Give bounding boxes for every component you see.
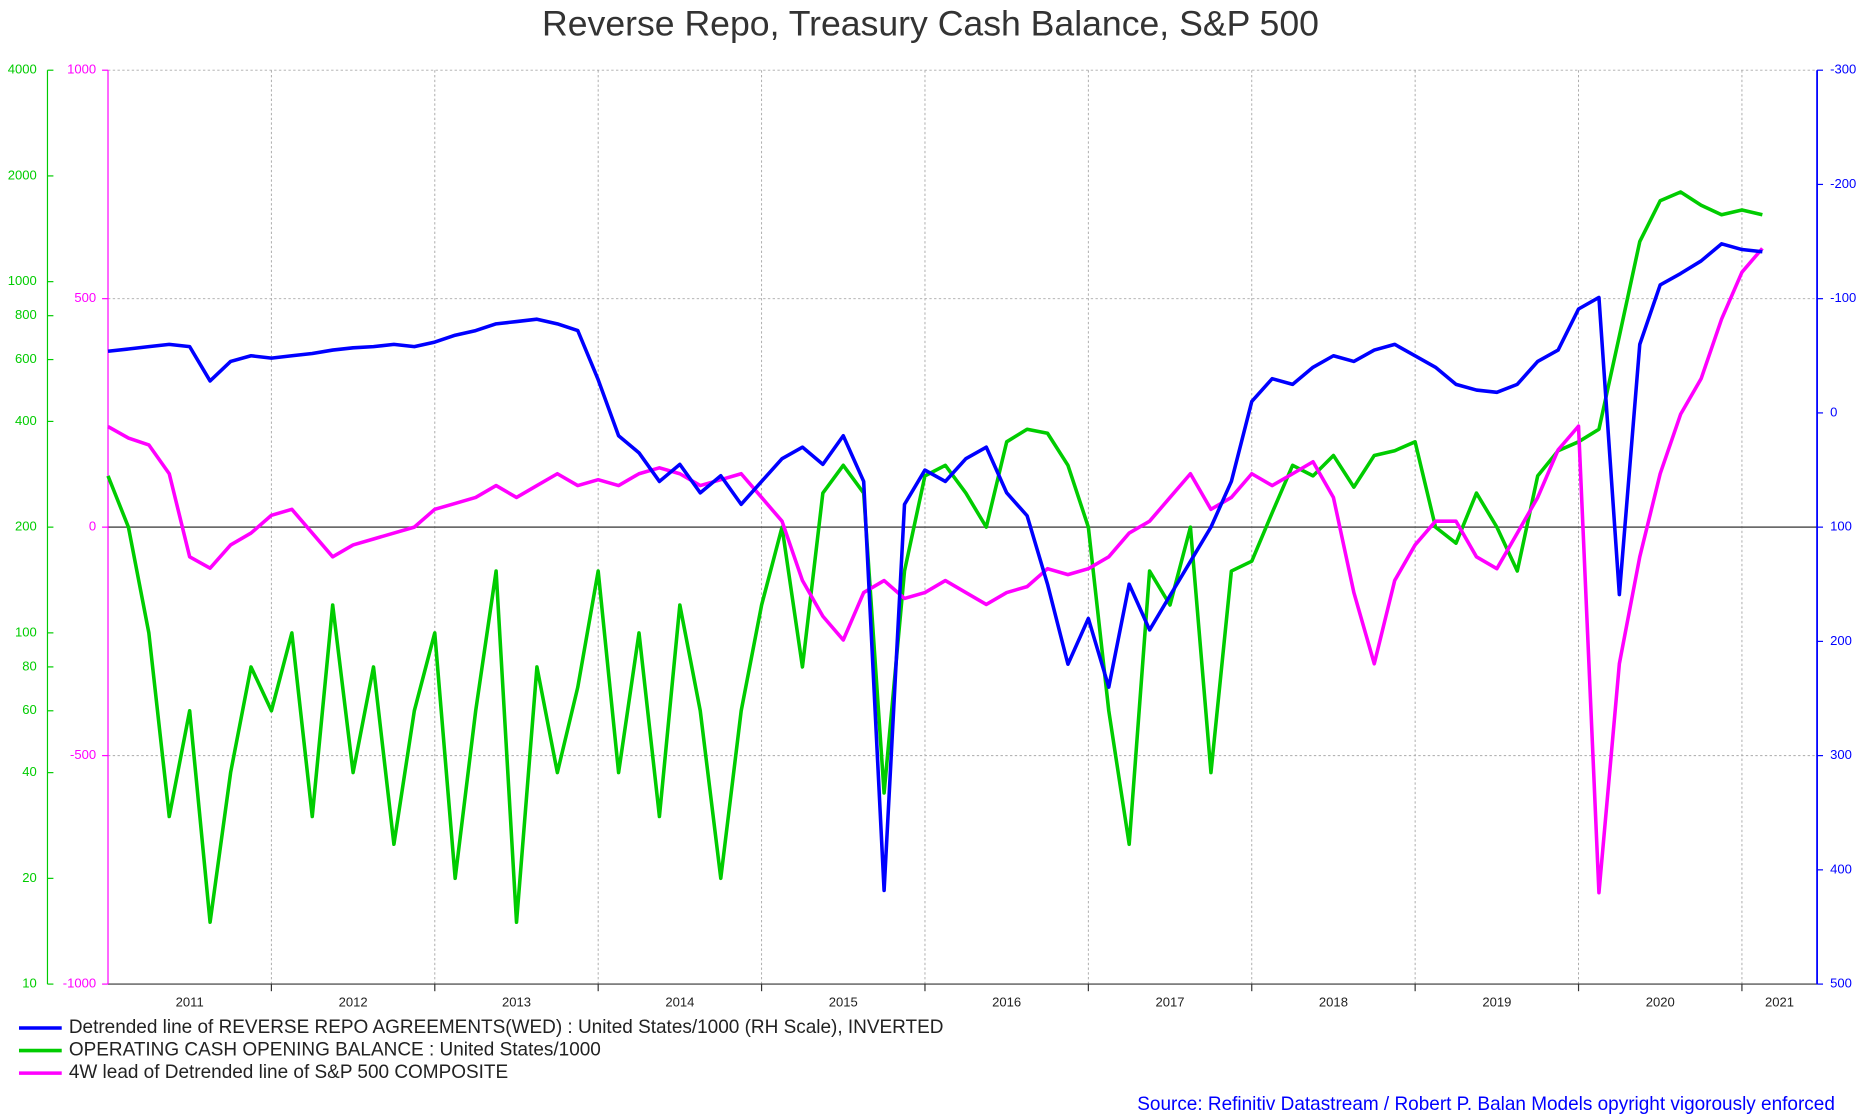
x-tick-label: 2015 (829, 995, 858, 1010)
y2-tick-label: 500 (74, 290, 96, 305)
legend-label: 4W lead of Detrended line of S&P 500 COM… (69, 1062, 508, 1083)
y-tick-label: 20 (22, 870, 37, 885)
y-tick-label: 10 (22, 976, 37, 991)
x-tick-label: 2013 (502, 995, 531, 1010)
x-tick-label: 2021 (1765, 995, 1794, 1010)
y3-tick-label: -100 (1830, 290, 1856, 305)
x-tick-label: 2014 (665, 995, 694, 1010)
y2-tick-label: -1000 (63, 976, 96, 991)
y-tick-label: 400 (15, 413, 37, 428)
y-tick-label: 40 (22, 764, 37, 779)
chart-title: Reverse Repo, Treasury Cash Balance, S&P… (542, 4, 1319, 44)
y3-tick-label: 200 (1830, 633, 1852, 648)
y-tick-label: 60 (22, 702, 37, 717)
x-tick-label: 2011 (176, 995, 204, 1010)
y-tick-label: 1000 (8, 273, 37, 288)
x-tick-label: 2018 (1319, 995, 1348, 1010)
y-tick-label: 200 (15, 519, 37, 534)
series-line (107, 242, 1763, 893)
legend-label: OPERATING CASH OPENING BALANCE : United … (69, 1040, 601, 1061)
y3-tick-label: 500 (1830, 976, 1852, 991)
x-tick-label: 2017 (1156, 995, 1185, 1010)
source-note: Source: Refinitiv Datastream / Robert P.… (1137, 1094, 1835, 1115)
legend-label: Detrended line of REVERSE REPO AGREEMENT… (69, 1017, 944, 1038)
y2-tick-label: 0 (89, 519, 96, 534)
x-tick-label: 2012 (339, 995, 368, 1010)
series-line (106, 190, 1763, 925)
y3-tick-label: -300 (1830, 62, 1856, 77)
y-tick-label: 80 (22, 658, 37, 673)
x-tick-label: 2016 (992, 995, 1021, 1010)
y-tick-label: 800 (15, 307, 37, 322)
y3-tick-label: 0 (1830, 404, 1837, 419)
y-tick-label: 600 (15, 351, 37, 366)
y-tick-label: 4000 (8, 62, 37, 77)
x-tick-label: 2020 (1646, 995, 1675, 1010)
y3-tick-label: 400 (1830, 861, 1852, 876)
y2-tick-label: 1000 (67, 62, 96, 77)
y-tick-label: 100 (15, 624, 37, 639)
series-line (107, 247, 1764, 895)
y3-tick-label: 100 (1830, 519, 1852, 534)
x-tick-label: 2019 (1482, 995, 1511, 1010)
y3-tick-label: -200 (1830, 176, 1856, 191)
y-tick-label: 2000 (8, 167, 37, 182)
y2-tick-label: -500 (70, 747, 96, 762)
y3-tick-label: 300 (1830, 747, 1852, 762)
